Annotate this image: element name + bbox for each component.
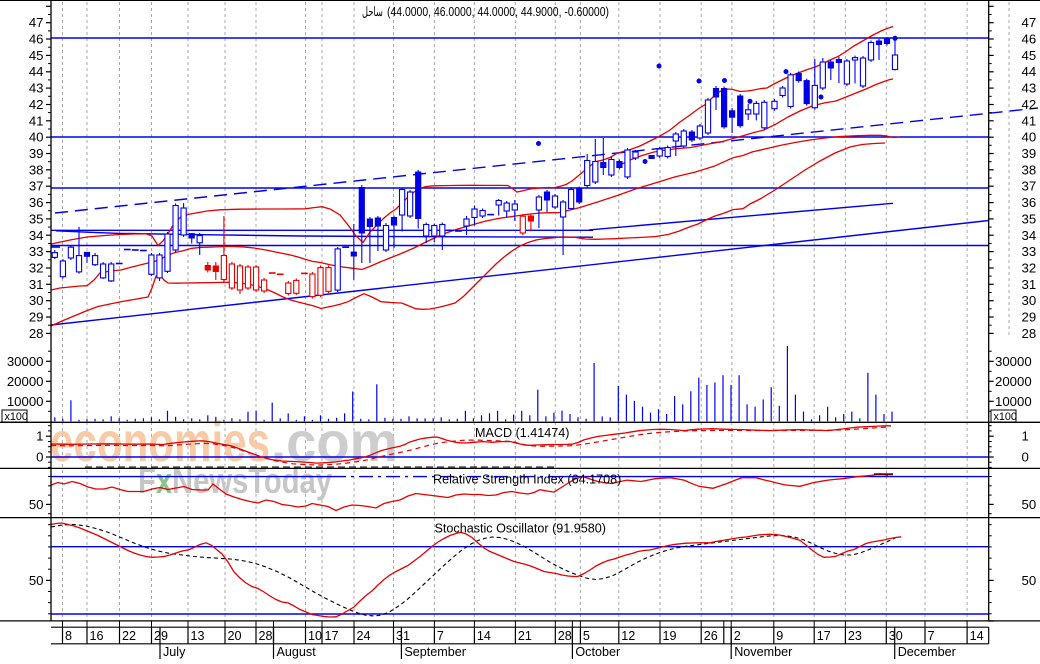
svg-text:47: 47 bbox=[1022, 15, 1037, 30]
svg-text:50: 50 bbox=[29, 573, 44, 588]
svg-text:47: 47 bbox=[29, 15, 44, 30]
svg-text:16: 16 bbox=[90, 629, 104, 643]
svg-text:12: 12 bbox=[621, 629, 635, 643]
svg-text:13: 13 bbox=[191, 629, 205, 643]
svg-text:14: 14 bbox=[477, 629, 491, 643]
svg-text:50: 50 bbox=[1022, 497, 1037, 512]
svg-text:10000: 10000 bbox=[7, 394, 44, 409]
svg-text:46: 46 bbox=[29, 32, 44, 47]
svg-text:9: 9 bbox=[776, 629, 783, 643]
svg-text:33: 33 bbox=[1022, 244, 1037, 259]
svg-text:Relative Strength Index (64.17: Relative Strength Index (64.1708) bbox=[433, 473, 621, 487]
svg-text:42: 42 bbox=[29, 97, 44, 112]
svg-text:0: 0 bbox=[1022, 450, 1029, 465]
svg-text:45: 45 bbox=[1022, 48, 1037, 63]
svg-text:Stochastic Oscillator (91.9580: Stochastic Oscillator (91.9580) bbox=[435, 522, 607, 536]
svg-text:26: 26 bbox=[704, 629, 718, 643]
svg-text:23: 23 bbox=[848, 629, 862, 643]
svg-text:10000: 10000 bbox=[995, 394, 1032, 409]
svg-text:17: 17 bbox=[817, 629, 831, 643]
svg-text:38: 38 bbox=[1022, 162, 1037, 177]
svg-text:30: 30 bbox=[889, 629, 903, 643]
svg-text:44: 44 bbox=[29, 64, 44, 79]
svg-text:38: 38 bbox=[29, 162, 44, 177]
svg-text:45: 45 bbox=[29, 48, 44, 63]
svg-text:39: 39 bbox=[29, 146, 44, 161]
svg-text:30000: 30000 bbox=[995, 354, 1032, 369]
svg-text:35: 35 bbox=[1022, 211, 1037, 226]
svg-text:1: 1 bbox=[36, 429, 43, 444]
svg-text:x100: x100 bbox=[994, 411, 1017, 423]
svg-text:50: 50 bbox=[29, 497, 44, 512]
svg-text:28: 28 bbox=[259, 629, 273, 643]
svg-text:7: 7 bbox=[437, 629, 444, 643]
svg-text:30000: 30000 bbox=[7, 354, 44, 369]
svg-text:40: 40 bbox=[29, 130, 44, 145]
svg-text:20: 20 bbox=[228, 629, 242, 643]
svg-text:37: 37 bbox=[29, 179, 44, 194]
svg-text:36: 36 bbox=[1022, 195, 1037, 210]
svg-text:7: 7 bbox=[928, 629, 935, 643]
svg-text:31: 31 bbox=[29, 277, 44, 292]
svg-text:41: 41 bbox=[1022, 113, 1037, 128]
svg-text:29: 29 bbox=[1022, 310, 1037, 325]
svg-text:2: 2 bbox=[734, 629, 741, 643]
svg-text:29: 29 bbox=[29, 310, 44, 325]
svg-text:28: 28 bbox=[29, 326, 44, 341]
svg-text:20000: 20000 bbox=[7, 374, 44, 389]
svg-text:31: 31 bbox=[396, 629, 410, 643]
svg-text:19: 19 bbox=[663, 629, 677, 643]
svg-text:40: 40 bbox=[1022, 130, 1037, 145]
svg-text:December: December bbox=[898, 645, 956, 659]
svg-text:September: September bbox=[404, 645, 466, 659]
svg-text:20000: 20000 bbox=[995, 374, 1032, 389]
svg-text:17: 17 bbox=[325, 629, 339, 643]
svg-text:24: 24 bbox=[357, 629, 371, 643]
svg-text:43: 43 bbox=[1022, 81, 1037, 96]
svg-text:42: 42 bbox=[1022, 97, 1037, 112]
svg-text:33: 33 bbox=[29, 244, 44, 259]
svg-text:34: 34 bbox=[29, 228, 44, 243]
svg-text:28: 28 bbox=[558, 629, 572, 643]
svg-text:ساحل: ساحل bbox=[362, 4, 383, 19]
svg-text:FxNewsToday: FxNewsToday bbox=[138, 460, 332, 501]
svg-text:34: 34 bbox=[1022, 228, 1037, 243]
svg-text:MACD (1.41474): MACD (1.41474) bbox=[475, 426, 570, 440]
svg-text:29: 29 bbox=[154, 629, 168, 643]
svg-text:32: 32 bbox=[29, 261, 44, 276]
svg-text:30: 30 bbox=[1022, 293, 1037, 308]
svg-text:(44.0000, 46.0000, 44.0000, 44: (44.0000, 46.0000, 44.0000, 44.9000, -0.… bbox=[387, 4, 609, 19]
svg-text:14: 14 bbox=[970, 629, 984, 643]
svg-text:8: 8 bbox=[65, 629, 72, 643]
svg-text:32: 32 bbox=[1022, 261, 1037, 276]
svg-text:22: 22 bbox=[122, 629, 136, 643]
svg-text:36: 36 bbox=[29, 195, 44, 210]
svg-text:5: 5 bbox=[583, 629, 590, 643]
svg-text:46: 46 bbox=[1022, 32, 1037, 47]
svg-text:50: 50 bbox=[1022, 573, 1037, 588]
svg-text:28: 28 bbox=[1022, 326, 1037, 341]
svg-text:x100: x100 bbox=[5, 411, 28, 423]
svg-text:44: 44 bbox=[1022, 64, 1037, 79]
svg-text:November: November bbox=[734, 645, 792, 659]
svg-text:35: 35 bbox=[29, 211, 44, 226]
svg-text:37: 37 bbox=[1022, 179, 1037, 194]
svg-text:October: October bbox=[575, 645, 620, 659]
svg-text:July: July bbox=[163, 645, 186, 659]
svg-text:10: 10 bbox=[308, 629, 322, 643]
svg-text:41: 41 bbox=[29, 113, 44, 128]
svg-text:39: 39 bbox=[1022, 146, 1037, 161]
svg-text:21: 21 bbox=[518, 629, 532, 643]
svg-text:30: 30 bbox=[29, 293, 44, 308]
svg-text:1: 1 bbox=[1022, 429, 1029, 444]
svg-text:43: 43 bbox=[29, 81, 44, 96]
svg-text:0: 0 bbox=[36, 450, 43, 465]
svg-text:31: 31 bbox=[1022, 277, 1037, 292]
svg-text:August: August bbox=[277, 645, 317, 659]
